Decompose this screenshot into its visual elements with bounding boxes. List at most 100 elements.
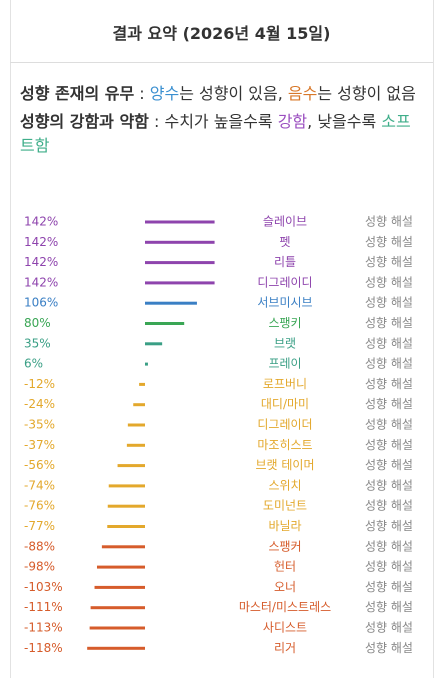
bar [145,362,148,366]
value-label: -88% [24,539,55,553]
detail-button[interactable]: 성향 해설 [365,580,413,594]
detail-button[interactable]: 성향 해설 [365,296,413,310]
category-label: 도미넌트 [263,499,307,513]
description-text: 성향의 강함과 약함 [20,112,149,131]
category-label: 슬레이브 [263,215,307,229]
title: 결과 요약 (2026년 4월 15일) [112,24,331,43]
bar [101,545,145,549]
bar [133,403,145,407]
category-label: 사디스트 [263,621,307,635]
bar [127,423,145,427]
value-label: -35% [24,418,55,432]
detail-button[interactable]: 성향 해설 [365,499,413,513]
category-label: 마조히스트 [257,438,312,452]
detail-button[interactable]: 성향 해설 [365,478,413,492]
category-label: 마스터/미스트레스 [239,600,331,614]
description-text: 성향 존재의 유무 [20,84,135,103]
category-label: 대디/마미 [261,397,309,411]
bar [126,443,145,447]
category-label: 스위치 [268,478,301,492]
value-label: -37% [24,438,55,452]
separator [10,62,433,63]
description-text: 는 성향이 있음, [179,84,288,103]
value-label: -111% [24,600,63,614]
detail-button[interactable]: 성향 해설 [365,336,413,350]
value-label: 80% [24,316,51,330]
bar [96,565,145,569]
detail-button[interactable]: 성향 해설 [365,560,413,574]
value-label: 142% [24,235,58,249]
bar [145,261,215,265]
value-label: -24% [24,397,55,411]
value-label: 35% [24,336,51,350]
category-label: 디그레이더 [257,418,312,432]
description-line: 성향 존재의 유무 : 양수는 성향이 있음, 음수는 성향이 없음 [20,82,425,106]
bar [145,301,197,305]
detail-button[interactable]: 성향 해설 [365,418,413,432]
category-label: 리거 [274,641,296,655]
bar [145,240,215,244]
description-text: 양수 [149,84,180,103]
bar [145,342,163,346]
detail-button[interactable]: 성향 해설 [365,539,413,553]
description-line: 성향의 강함과 약함 : 수치가 높을수록 강함, 낮을수록 소프트함 [20,110,425,158]
description-text: 강함 [277,112,308,131]
category-label: 서브미시브 [257,296,312,310]
detail-button[interactable]: 성향 해설 [365,438,413,452]
detail-button[interactable]: 성향 해설 [365,235,413,249]
value-label: -74% [24,478,55,492]
bar [145,220,215,224]
detail-button[interactable]: 성향 해설 [365,600,413,614]
bar [107,504,145,508]
detail-button[interactable]: 성향 해설 [365,641,413,655]
value-label: -77% [24,519,55,533]
bar [94,585,145,589]
card [10,0,434,678]
category-label: 브랫 [274,336,296,350]
category-label: 디그레이디 [257,275,312,289]
value-label: 142% [24,275,58,289]
value-label: -76% [24,499,55,513]
category-label: 로프버니 [263,377,307,391]
bar [117,464,145,468]
detail-button[interactable]: 성향 해설 [365,458,413,472]
category-label: 오너 [274,580,296,594]
value-label: 6% [24,357,43,371]
detail-button[interactable]: 성향 해설 [365,621,413,635]
value-label: -118% [24,641,63,655]
value-label: -103% [24,580,63,594]
bar [139,382,145,386]
category-label: 펫 [279,235,290,249]
bar [90,606,145,610]
description-text: , 낮을수록 [307,112,382,131]
detail-button[interactable]: 성향 해설 [365,255,413,269]
detail-button[interactable]: 성향 해설 [365,377,413,391]
bar [89,626,145,630]
detail-button[interactable]: 성향 해설 [365,275,413,289]
detail-button[interactable]: 성향 해설 [365,316,413,330]
description-text: 소프트함 [20,112,411,155]
detail-button[interactable]: 성향 해설 [365,397,413,411]
category-label: 브랫 테이머 [255,458,314,472]
category-label: 바닐라 [268,519,301,533]
value-label: 142% [24,215,58,229]
value-label: -98% [24,560,55,574]
bar [107,525,145,528]
category-label: 리틀 [274,255,296,269]
value-label: -113% [24,621,63,635]
description-text: : [134,84,150,103]
detail-button[interactable]: 성향 해설 [365,357,413,371]
value-label: -56% [24,458,55,472]
bar [87,646,145,650]
detail-button[interactable]: 성향 해설 [365,215,413,229]
category-label: 스팽커 [268,539,301,553]
detail-button[interactable]: 성향 해설 [365,519,413,533]
value-label: -12% [24,377,55,391]
value-label: 106% [24,296,58,310]
description-text: 음수 [287,84,318,103]
bar [108,484,145,488]
category-label: 헌터 [274,560,296,574]
